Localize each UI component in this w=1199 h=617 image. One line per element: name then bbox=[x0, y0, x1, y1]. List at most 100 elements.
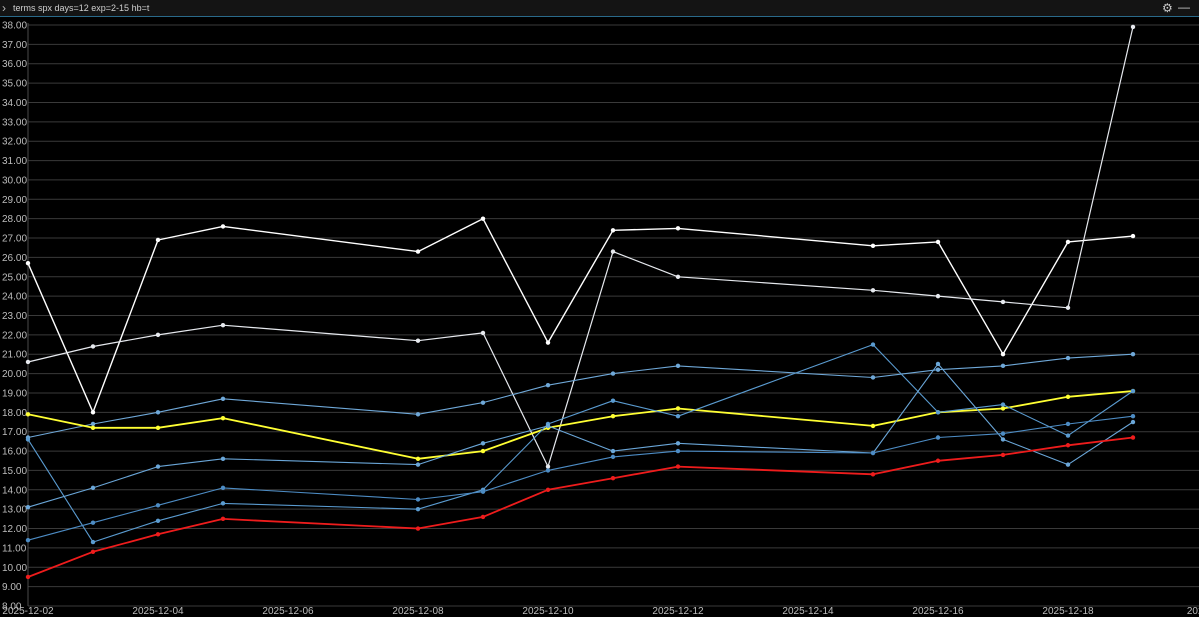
y-tick-label: 21.00 bbox=[2, 350, 27, 361]
series-line bbox=[27, 363, 1134, 508]
y-tick-label: 10.00 bbox=[2, 563, 27, 574]
data-point bbox=[1000, 299, 1006, 305]
data-point bbox=[1000, 437, 1006, 442]
data-point bbox=[610, 414, 616, 419]
y-tick-label: 38.00 bbox=[2, 21, 27, 32]
data-point bbox=[25, 537, 31, 543]
data-point bbox=[90, 485, 96, 491]
x-tick-label: 2025-12-12 bbox=[652, 606, 704, 617]
y-tick-label: 33.00 bbox=[2, 117, 27, 128]
data-point bbox=[415, 462, 421, 467]
data-point bbox=[220, 415, 226, 421]
data-point bbox=[675, 464, 681, 469]
data-point bbox=[675, 448, 681, 454]
data-point bbox=[1065, 394, 1071, 400]
y-tick-label: 17.00 bbox=[2, 427, 27, 438]
data-point bbox=[90, 539, 96, 545]
y-tick-label: 15.00 bbox=[2, 466, 27, 477]
y-tick-label: 25.00 bbox=[2, 272, 27, 283]
data-point bbox=[870, 342, 876, 347]
x-tick-label: 2025-12-04 bbox=[132, 606, 184, 617]
gear-icon[interactable]: ⚙ bbox=[1162, 1, 1173, 15]
data-point bbox=[415, 497, 421, 502]
data-point bbox=[870, 243, 876, 248]
data-point bbox=[220, 501, 226, 506]
y-tick-label: 18.00 bbox=[2, 408, 27, 419]
data-point bbox=[870, 375, 876, 380]
data-point bbox=[480, 489, 486, 494]
term-structure-chart: 8.00 9.00 10.00 11.00 12.00 13.00 14.00 15.00 16… bbox=[2, 21, 1199, 617]
chevron-right-icon[interactable]: › bbox=[2, 1, 6, 15]
data-point bbox=[870, 423, 876, 429]
data-point bbox=[480, 400, 486, 405]
data-point bbox=[480, 330, 486, 336]
data-point bbox=[25, 437, 31, 442]
data-point bbox=[220, 516, 226, 522]
data-point bbox=[415, 249, 421, 254]
y-axis-ticks: 8.00 9.00 10.00 11.00 12.00 13.00 14.00 15.00 16… bbox=[2, 21, 27, 613]
data-point bbox=[415, 456, 421, 462]
data-point bbox=[90, 520, 96, 525]
data-point bbox=[480, 441, 486, 446]
x-tick-label: 2025-12-16 bbox=[912, 606, 964, 617]
data-point bbox=[1000, 406, 1006, 411]
y-tick-label: 37.00 bbox=[2, 40, 27, 51]
data-point bbox=[935, 367, 941, 372]
data-point bbox=[935, 410, 941, 415]
y-tick-label: 32.00 bbox=[2, 137, 27, 148]
y-tick-label: 23.00 bbox=[2, 311, 27, 322]
data-point bbox=[610, 371, 616, 376]
data-point bbox=[155, 532, 161, 537]
data-point bbox=[935, 458, 941, 463]
data-point bbox=[155, 237, 161, 243]
data-point bbox=[935, 435, 941, 440]
data-point bbox=[935, 239, 941, 245]
data-point bbox=[1130, 419, 1136, 425]
data-point bbox=[220, 485, 226, 491]
y-tick-label: 26.00 bbox=[2, 253, 27, 264]
y-tick-label: 19.00 bbox=[2, 388, 27, 399]
x-tick-label: 2025-12-08 bbox=[392, 606, 444, 617]
data-point bbox=[1130, 388, 1136, 394]
data-point bbox=[610, 249, 616, 254]
data-point bbox=[25, 412, 31, 417]
data-point bbox=[1065, 443, 1071, 448]
y-tick-label: 29.00 bbox=[2, 195, 27, 206]
data-point bbox=[1000, 352, 1006, 357]
data-point bbox=[610, 228, 616, 233]
series-3 bbox=[25, 352, 1136, 440]
y-tick-label: 12.00 bbox=[2, 524, 27, 535]
x-tick-label: 2025-12-06 bbox=[262, 606, 314, 617]
data-point bbox=[220, 456, 226, 462]
series-line bbox=[27, 344, 1134, 543]
data-point bbox=[1130, 352, 1136, 357]
data-point bbox=[415, 338, 421, 343]
y-tick-label: 8.00 bbox=[2, 602, 22, 613]
data-point bbox=[25, 359, 31, 365]
window-title: terms spx days=12 exp=2-15 hb=t bbox=[13, 3, 150, 13]
y-tick-label: 14.00 bbox=[2, 485, 27, 496]
chart-grid bbox=[27, 23, 1199, 607]
data-point bbox=[25, 261, 31, 266]
data-point bbox=[675, 441, 681, 446]
data-point bbox=[675, 406, 681, 411]
y-tick-label: 22.00 bbox=[2, 330, 27, 341]
data-point bbox=[1130, 435, 1136, 440]
data-point bbox=[610, 398, 616, 403]
data-point bbox=[545, 383, 551, 388]
data-point bbox=[1065, 239, 1071, 245]
x-tick-label: 2025-12-10 bbox=[522, 606, 574, 617]
data-point bbox=[1000, 363, 1006, 369]
data-point bbox=[610, 475, 616, 481]
data-point bbox=[155, 503, 161, 508]
data-point bbox=[1065, 355, 1071, 361]
data-point bbox=[1065, 305, 1071, 310]
x-axis-ticks: 2025-12-02 2025-12-04 2025-12-06 2025-12-08… bbox=[2, 606, 1199, 617]
minimize-icon[interactable]: — bbox=[1178, 0, 1190, 14]
data-point bbox=[480, 448, 486, 454]
data-point bbox=[25, 574, 31, 580]
data-point bbox=[1065, 421, 1071, 427]
series-7 bbox=[25, 414, 1136, 543]
data-point bbox=[935, 293, 941, 299]
series-5 bbox=[25, 342, 1136, 545]
